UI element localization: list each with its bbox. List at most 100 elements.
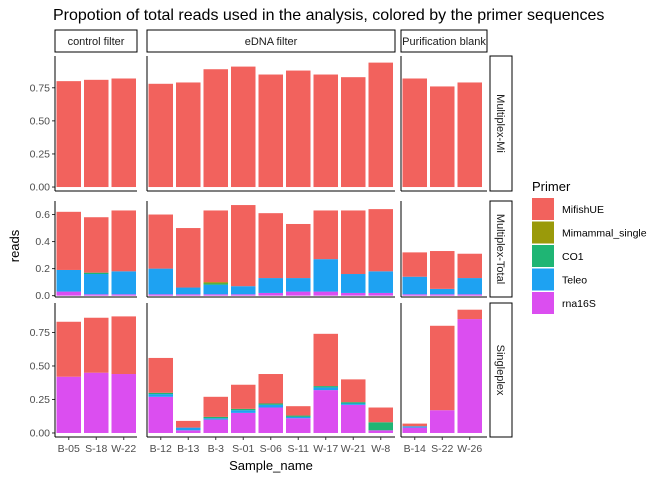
x-tick-label: B-3 xyxy=(208,443,225,455)
bar-segment xyxy=(111,210,136,272)
bar-segment xyxy=(341,77,366,188)
bar-segment xyxy=(148,392,173,395)
bar-segment xyxy=(84,272,109,275)
bar-segment xyxy=(457,82,482,188)
bar-segment xyxy=(176,228,201,288)
x-tick-label: B-12 xyxy=(150,443,172,455)
bar-segment xyxy=(203,418,228,420)
bar-segment xyxy=(111,316,136,375)
bar-segment xyxy=(368,430,393,433)
column-strip xyxy=(146,29,396,53)
x-tick-label: W-17 xyxy=(313,443,338,455)
bar-segment xyxy=(457,309,482,320)
bar-segment xyxy=(457,319,482,433)
bar-segment xyxy=(341,274,366,293)
bar-segment xyxy=(457,253,482,279)
x-tick-label: S-01 xyxy=(232,443,254,455)
x-tick-label: S-11 xyxy=(288,443,310,455)
bar-segment xyxy=(258,404,283,408)
bar-segment xyxy=(368,422,393,431)
bar-segment xyxy=(286,291,311,296)
bar-segment xyxy=(368,407,393,423)
legend-label: CO1 xyxy=(562,251,584,263)
bar-segment xyxy=(402,423,427,427)
column-strip-label: Purification blank xyxy=(402,36,486,48)
column-strip-label: eDNA filter xyxy=(245,36,298,48)
column-strip-label: control filter xyxy=(68,36,125,48)
row-strip-label: Multiplex-Total xyxy=(494,214,506,284)
bar-segment xyxy=(56,269,81,292)
bar-segment xyxy=(313,291,338,296)
x-tick-label: S-18 xyxy=(85,443,107,455)
bar-segment xyxy=(56,291,81,296)
facet-panel xyxy=(54,303,137,438)
facet-panel xyxy=(146,201,395,298)
bar-segment xyxy=(258,403,283,405)
bar-segment xyxy=(313,259,338,292)
bar-segment xyxy=(313,387,338,391)
bar-segment xyxy=(203,283,228,285)
bar-segment xyxy=(402,427,427,433)
bar-segment xyxy=(286,418,311,433)
legend-label: rna16S xyxy=(562,298,596,310)
bar-segment xyxy=(258,213,283,279)
bar-segment xyxy=(231,408,256,411)
row-strip xyxy=(489,302,513,438)
x-tick-label: W-26 xyxy=(457,443,482,455)
bar-segment xyxy=(286,223,311,279)
bar-segment xyxy=(84,79,109,188)
bar-segment xyxy=(341,292,366,296)
bar-segment xyxy=(313,210,338,260)
bar-segment xyxy=(56,321,81,377)
facet-panel xyxy=(54,201,137,298)
y-tick-label: 0.75 xyxy=(30,327,51,339)
bar-segment xyxy=(286,406,311,416)
bar-segment xyxy=(111,374,136,433)
bar-segment xyxy=(286,415,311,417)
y-tick-label: 0.2 xyxy=(35,263,50,275)
bar-segment xyxy=(258,74,283,188)
bar-segment xyxy=(313,386,338,388)
bar-segment xyxy=(176,430,201,433)
y-tick-label: 0.75 xyxy=(30,82,51,94)
facet-panel xyxy=(146,56,395,192)
chart-title: Propotion of total reads used in the ana… xyxy=(53,7,604,24)
legend-title: Primer xyxy=(532,179,571,194)
bar-segment xyxy=(430,410,455,433)
bar-segment xyxy=(148,394,173,397)
bar-segment xyxy=(148,83,173,188)
legend-label: Teleo xyxy=(562,275,587,287)
column-strip xyxy=(400,29,488,53)
bar-segment xyxy=(341,403,366,405)
bar-segment xyxy=(231,205,256,287)
legend-label: MifishUE xyxy=(562,204,604,216)
bar-segment xyxy=(203,419,228,433)
x-tick-label: B-13 xyxy=(177,443,199,455)
bar-segment xyxy=(258,407,283,433)
bar-segment xyxy=(402,426,427,428)
y-tick-label: 0.50 xyxy=(30,115,51,127)
bar-segment xyxy=(430,325,455,411)
legend-swatch xyxy=(532,198,554,220)
bar-segment xyxy=(84,372,109,433)
bar-segment xyxy=(231,412,256,433)
x-tick-label: W-22 xyxy=(111,443,136,455)
facet-panels: control filter eDNA filter Purification bl… xyxy=(30,29,513,455)
bar-segment xyxy=(341,404,366,433)
bar-segment xyxy=(111,78,136,188)
row-strip-label: Singleplex xyxy=(494,345,506,396)
legend: Primer MifishUE Mimammal_single CO1 Teleo rn… xyxy=(532,179,647,314)
y-tick-label: 0.25 xyxy=(30,394,51,406)
legend-swatch xyxy=(532,245,554,267)
y-tick-label: 0.6 xyxy=(35,209,50,221)
bar-segment xyxy=(286,70,311,188)
bar-segment xyxy=(148,396,173,433)
bar-segment xyxy=(313,74,338,188)
row-strip xyxy=(489,200,513,298)
x-tick-label: S-06 xyxy=(260,443,282,455)
bar-segment xyxy=(176,294,201,296)
bar-segment xyxy=(402,78,427,188)
bar-segment xyxy=(148,357,173,393)
bar-segment xyxy=(457,294,482,296)
bar-segment xyxy=(430,288,455,295)
